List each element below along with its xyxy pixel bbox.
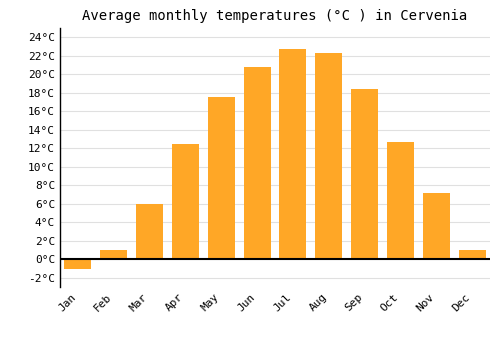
Bar (244, 67, 270, 259)
Bar (458, 250, 485, 259)
Bar (208, 97, 234, 259)
Bar (423, 193, 450, 259)
Bar (172, 144, 199, 259)
Bar (351, 89, 378, 259)
Bar (136, 204, 163, 259)
Title: Average monthly temperatures (°C ) in Cervenia: Average monthly temperatures (°C ) in Ce… (82, 9, 468, 23)
Bar (280, 49, 306, 259)
Bar (316, 53, 342, 259)
Bar (64, 259, 92, 268)
Bar (387, 142, 414, 259)
Bar (100, 250, 127, 259)
